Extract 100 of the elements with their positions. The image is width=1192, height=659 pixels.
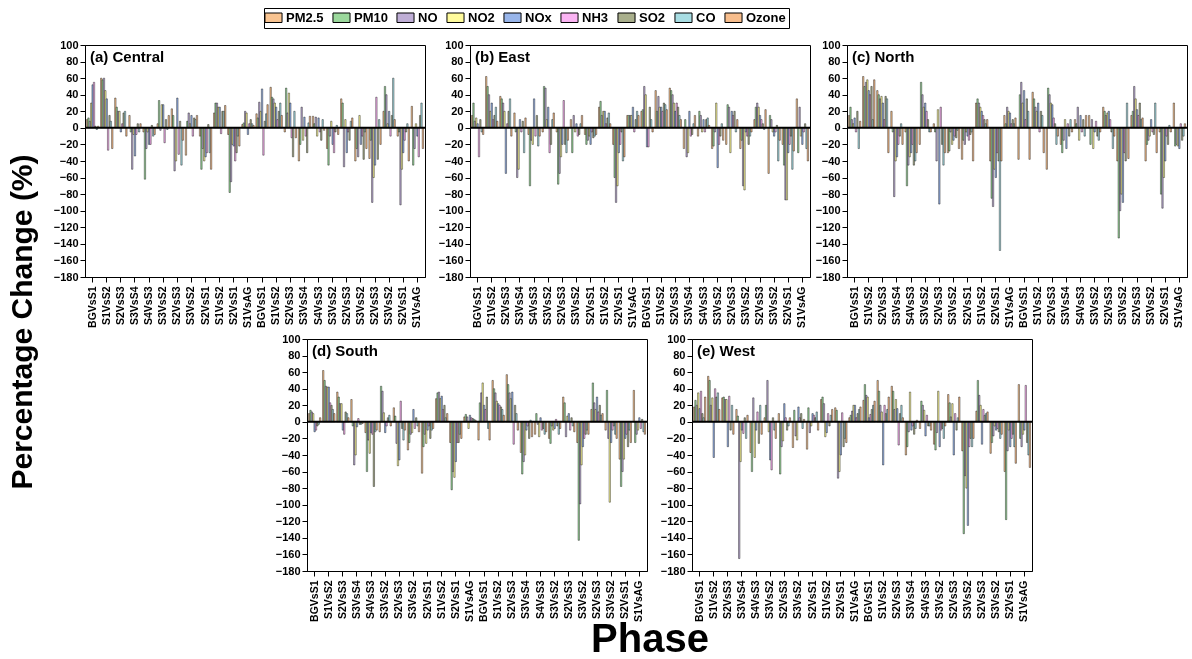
x-tick-label: S2VsS3 bbox=[975, 580, 988, 620]
x-tick-label: S2VsS3 bbox=[335, 580, 348, 620]
y-tick-label: 0 bbox=[834, 121, 841, 134]
x-tick-label: S2VsS1 bbox=[611, 286, 624, 326]
x-tick-label: S2VsS1 bbox=[396, 286, 409, 326]
y-tick-label: −160 bbox=[438, 253, 464, 266]
y-tick-label: −100 bbox=[815, 204, 841, 217]
y-tick-label: 80 bbox=[66, 55, 79, 68]
x-tick-label: S2VsS3 bbox=[1101, 286, 1114, 326]
x-tick-label: S2VsS3 bbox=[561, 580, 574, 620]
x-tick-label: S1VsAG bbox=[625, 286, 638, 328]
y-tick-label: 40 bbox=[66, 88, 79, 101]
x-tick-label: S3VsS2 bbox=[547, 580, 560, 620]
x-tick-label: S2VsS1 bbox=[805, 580, 818, 620]
y-tick-label: −100 bbox=[660, 498, 686, 511]
x-tick-label: S2VsS3 bbox=[1130, 286, 1143, 326]
x-tick-label: S1VsS2 bbox=[212, 286, 225, 326]
legend-label: PM2.5 bbox=[286, 9, 324, 25]
x-tick-label: S1VsS2 bbox=[706, 580, 719, 620]
x-tick-label: S3VsS2 bbox=[932, 580, 945, 620]
y-tick-label: 0 bbox=[72, 121, 79, 134]
x-tick-label: S2VsS1 bbox=[226, 286, 239, 326]
x-tick-label: S2VsS1 bbox=[448, 580, 461, 620]
y-tick-label: −100 bbox=[438, 204, 464, 217]
y-tick-label: −120 bbox=[815, 220, 841, 233]
y-tick-label: −20 bbox=[821, 137, 841, 150]
x-tick-label: BGVsS1 bbox=[85, 286, 98, 328]
x-tick-label: S3VsS2 bbox=[156, 286, 169, 326]
y-tick-label: 80 bbox=[673, 349, 686, 362]
x-tick-label: S1VsAG bbox=[1017, 580, 1030, 622]
y-tick-label: 80 bbox=[288, 349, 301, 362]
x-tick-label: S2VsS3 bbox=[668, 286, 681, 326]
chart-title: (e) West bbox=[697, 342, 756, 359]
chart-title: (b) East bbox=[475, 48, 531, 65]
x-tick-label: S3VsS2 bbox=[918, 286, 931, 326]
y-tick-label: −120 bbox=[275, 514, 301, 527]
x-tick-label: S2VsS3 bbox=[555, 286, 568, 326]
x-tick-label: S1VsAG bbox=[462, 580, 475, 622]
x-tick-label: S1VsAG bbox=[240, 286, 253, 328]
y-tick-label: 20 bbox=[673, 398, 686, 411]
x-tick-label: S3VsS2 bbox=[382, 286, 395, 326]
x-tick-label: S3VsS2 bbox=[1115, 286, 1128, 326]
y-tick-label: −80 bbox=[59, 187, 79, 200]
x-tick-label: S3VsS2 bbox=[569, 286, 582, 326]
x-tick-label: S3VsS2 bbox=[353, 286, 366, 326]
y-tick-label: 60 bbox=[828, 71, 841, 84]
x-tick-label: S3VsS2 bbox=[791, 580, 804, 620]
x-tick-label: S4VsS3 bbox=[527, 286, 540, 326]
y-tick-label: −40 bbox=[59, 154, 79, 167]
x-tick-label: S2VsS1 bbox=[781, 286, 794, 326]
y-tick-label: −60 bbox=[444, 171, 464, 184]
x-tick-label: S3VsS2 bbox=[710, 286, 723, 326]
y-tick-label: −100 bbox=[53, 204, 79, 217]
x-tick-label: S2VsS3 bbox=[720, 580, 733, 620]
x-tick-label: S2VsS3 bbox=[1045, 286, 1058, 326]
x-tick-label: S3VsS2 bbox=[1087, 286, 1100, 326]
x-tick-label: S2VsS3 bbox=[590, 580, 603, 620]
y-tick-label: −20 bbox=[59, 137, 79, 150]
y-tick-label: −180 bbox=[438, 270, 464, 283]
y-tick-label: 40 bbox=[673, 382, 686, 395]
y-tick-label: −20 bbox=[444, 137, 464, 150]
x-tick-label: S2VsS1 bbox=[583, 286, 596, 326]
y-tick-label: −180 bbox=[53, 270, 79, 283]
y-tick-label: −40 bbox=[821, 154, 841, 167]
x-tick-label: S2VsS3 bbox=[875, 286, 888, 326]
y-axis-title: Percentage Change (%) bbox=[5, 154, 39, 490]
y-tick-label: −120 bbox=[53, 220, 79, 233]
x-tick-label: S2VsS3 bbox=[724, 286, 737, 326]
legend-label: PM10 bbox=[354, 9, 388, 25]
x-tick-label: S2VsS1 bbox=[833, 580, 846, 620]
x-tick-label: S3VsS4 bbox=[512, 286, 525, 326]
x-tick-label: S2VsS3 bbox=[339, 286, 352, 326]
x-tick-label: S3VsS2 bbox=[325, 286, 338, 326]
y-tick-label: 100 bbox=[445, 38, 464, 51]
y-tick-label: −80 bbox=[666, 481, 686, 494]
x-tick-label: S3VsS4 bbox=[519, 580, 532, 620]
y-tick-label: 100 bbox=[60, 38, 79, 51]
y-tick-label: −20 bbox=[281, 431, 301, 444]
x-tick-label: S1VsS2 bbox=[99, 286, 112, 326]
x-tick-label: S3VsS2 bbox=[604, 580, 617, 620]
y-tick-label: 20 bbox=[288, 398, 301, 411]
y-tick-label: −180 bbox=[660, 564, 686, 577]
legend-label: SO2 bbox=[639, 9, 666, 25]
y-tick-label: 40 bbox=[451, 88, 464, 101]
y-tick-label: 20 bbox=[66, 104, 79, 117]
x-tick-label: S3VsS2 bbox=[989, 580, 1002, 620]
legend-label: Ozone bbox=[746, 9, 786, 25]
x-tick-label: BGVsS1 bbox=[1017, 286, 1030, 328]
x-tick-label: S1VsS2 bbox=[597, 286, 610, 326]
x-tick-label: S3VsS2 bbox=[406, 580, 419, 620]
y-tick-label: 80 bbox=[451, 55, 464, 68]
x-tick-label: S2VsS1 bbox=[1158, 286, 1171, 326]
x-tick-label: S2VsS1 bbox=[198, 286, 211, 326]
y-tick-label: 60 bbox=[288, 365, 301, 378]
x-tick-label: S3VsS4 bbox=[734, 580, 747, 620]
y-tick-label: −140 bbox=[275, 531, 301, 544]
x-tick-label: S1VsS2 bbox=[321, 580, 334, 620]
x-tick-label: S4VsS3 bbox=[1073, 286, 1086, 326]
x-tick-label: S3VsS4 bbox=[682, 286, 695, 326]
y-tick-label: −40 bbox=[444, 154, 464, 167]
